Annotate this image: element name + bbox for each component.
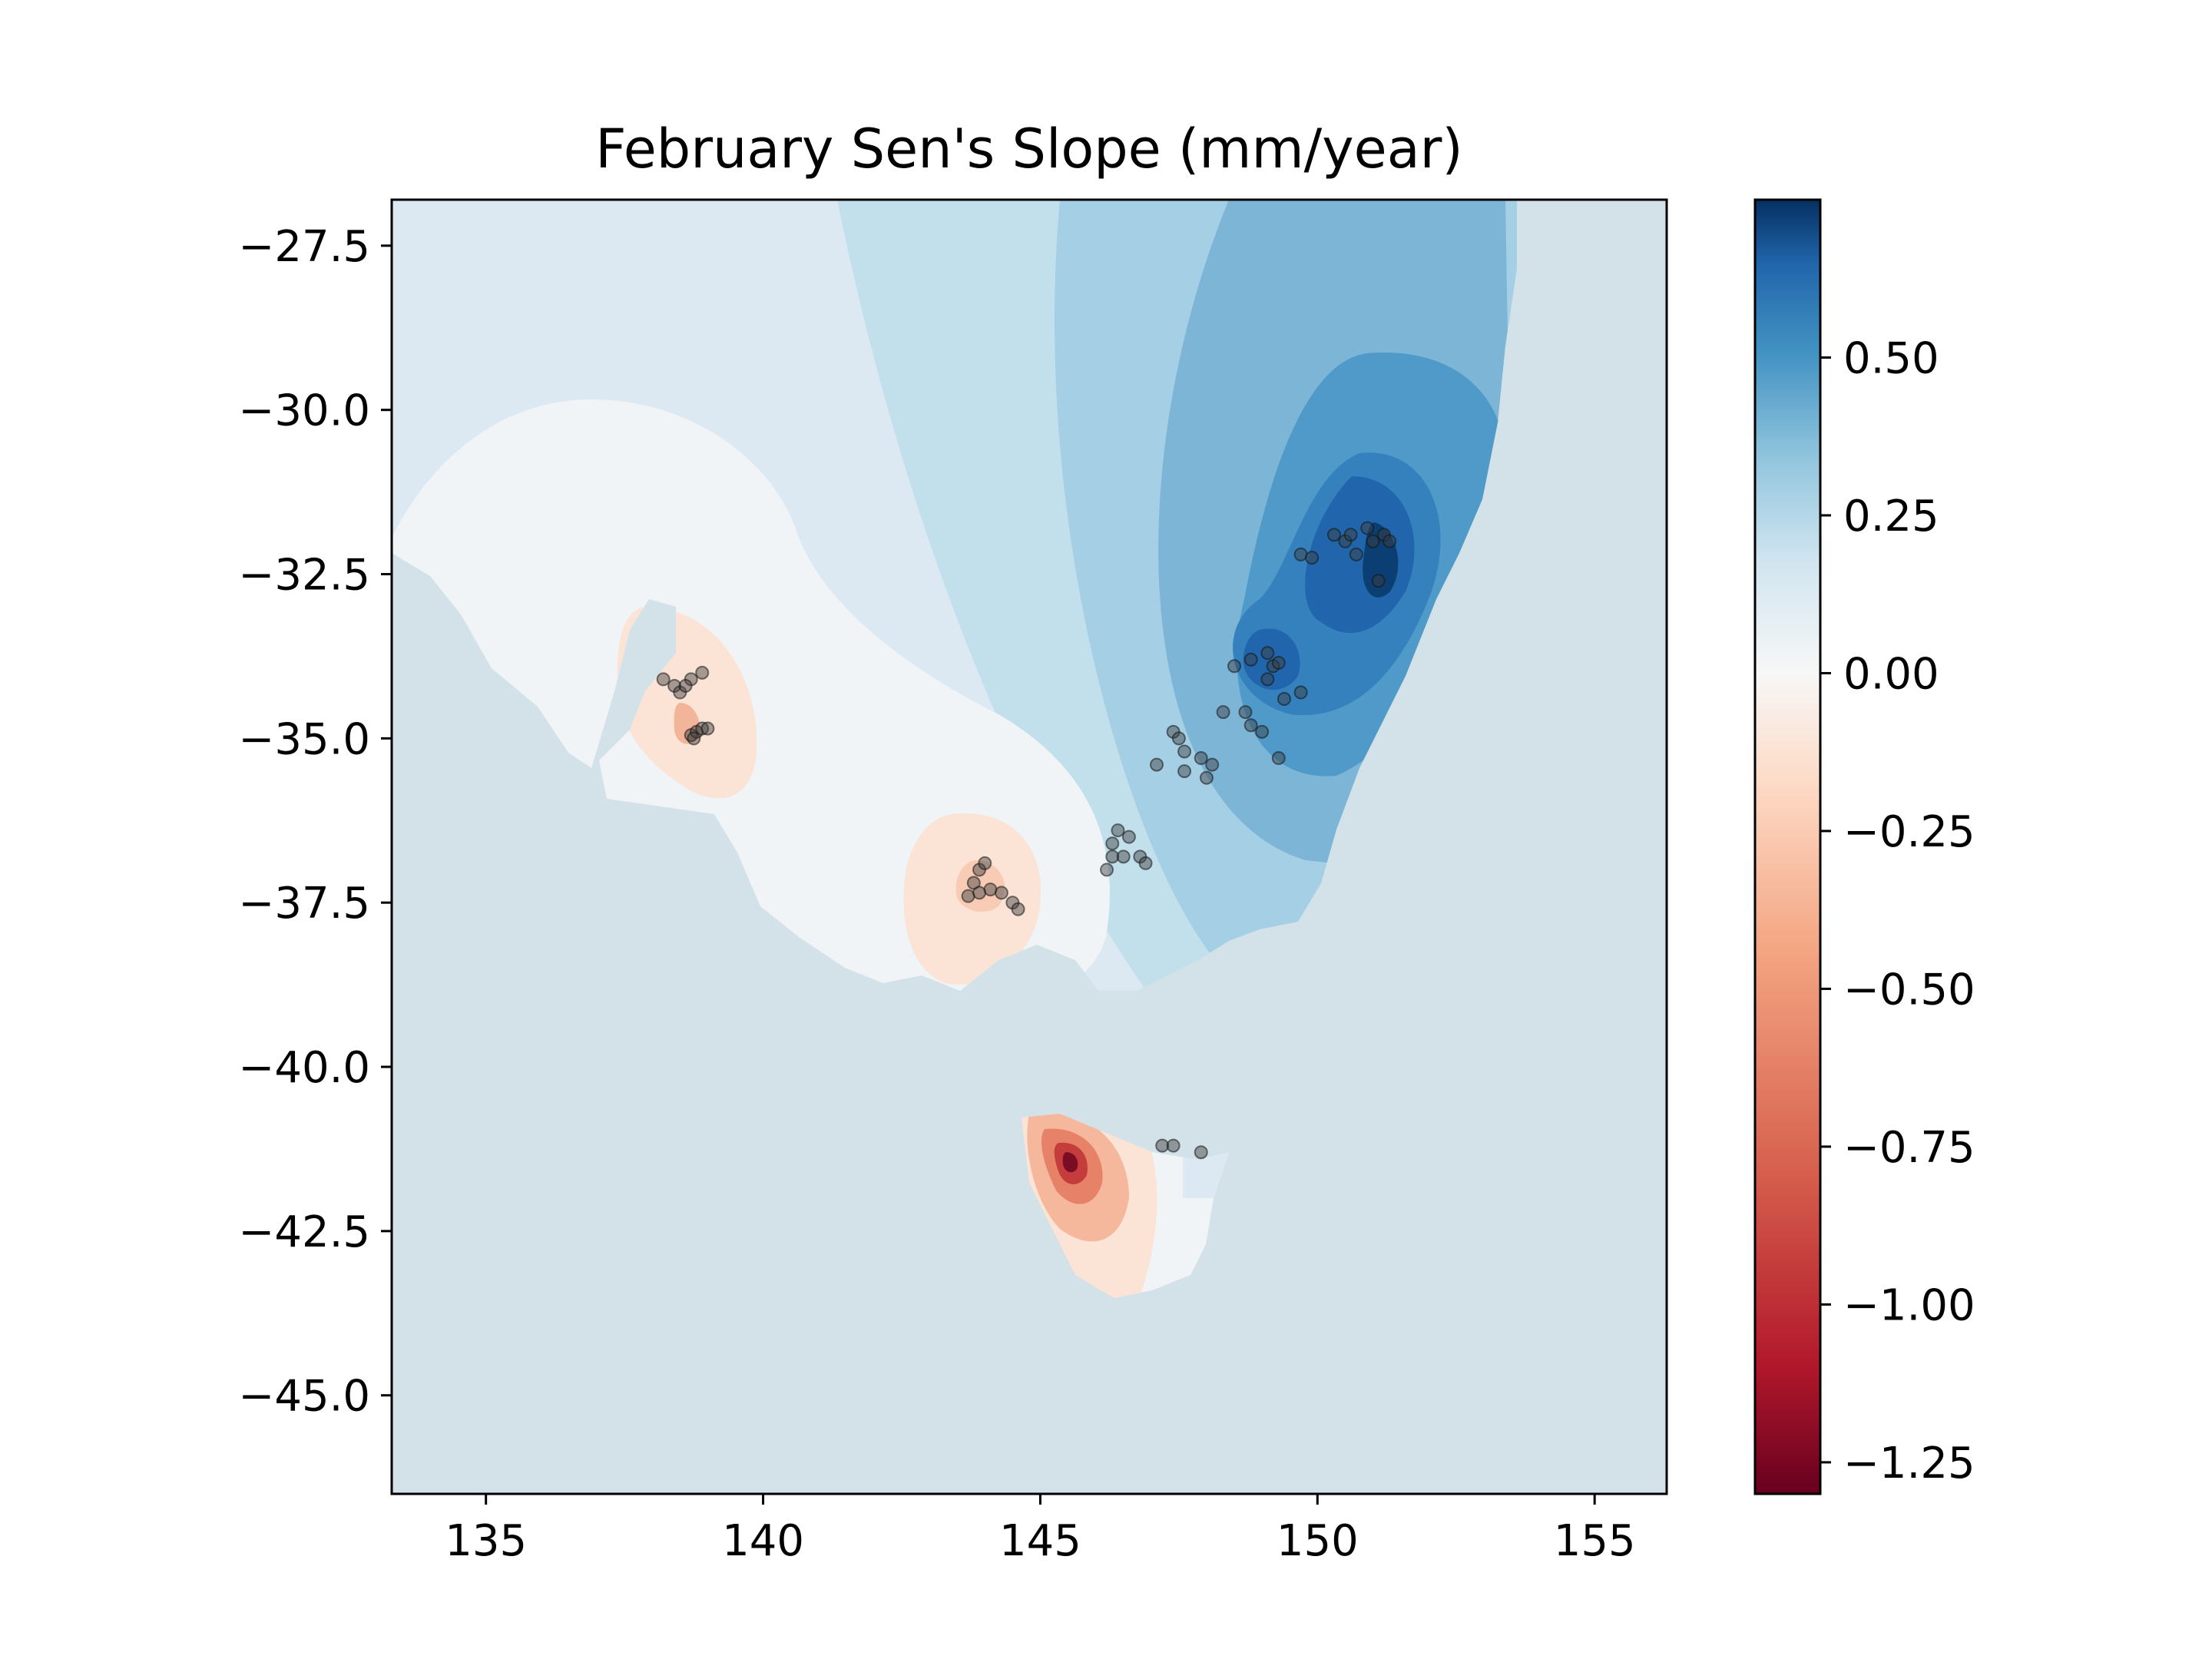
station-marker [1260, 646, 1275, 661]
colorbar-ticks: 0.50 0.25 0.00 −0.25 −0.50 −0.75 −1.00 −1.25 [1820, 333, 1975, 1488]
station-marker [700, 721, 715, 736]
colorbar-tick-label: −0.50 [1843, 965, 1975, 1015]
station-marker [1243, 718, 1258, 733]
station-marker [1205, 757, 1220, 772]
station-marker [1116, 849, 1131, 864]
station-marker [1166, 1138, 1181, 1153]
station-marker [1382, 534, 1397, 548]
x-tick-label: 155 [1554, 1516, 1636, 1566]
plot-frame [390, 198, 1668, 1495]
x-tick-label: 145 [999, 1516, 1081, 1566]
station-marker [1243, 652, 1258, 667]
colorbar-frame [1753, 198, 1822, 1495]
plot-area [392, 200, 1667, 1494]
land-contours [392, 200, 1517, 1298]
station-marker [1105, 836, 1120, 851]
station-marker [1360, 521, 1375, 535]
contour-tas-neg-5 [1062, 1152, 1078, 1173]
station-marker [687, 731, 701, 746]
station-marker [1305, 551, 1320, 565]
y-tick-label: −37.5 [238, 879, 370, 929]
station-marker [1177, 764, 1192, 779]
y-tick-label: −42.5 [238, 1207, 370, 1257]
station-marker [695, 665, 710, 680]
station-marker [1171, 731, 1186, 746]
station-marker [1194, 1145, 1208, 1160]
station-marker [1326, 528, 1341, 542]
y-tick-label: −40.0 [238, 1043, 370, 1093]
station-markers [656, 521, 1397, 1160]
colorbar-tick-label: −1.25 [1843, 1439, 1975, 1488]
y-axis: −27.5 −30.0 −32.5 −35.0 −37.5 −40.0 −42.5 −45.0 [238, 222, 392, 1422]
colorbar-gradient [1755, 200, 1820, 1494]
y-tick-label: −32.5 [238, 551, 370, 601]
station-marker [1255, 724, 1270, 739]
station-marker [1238, 705, 1253, 720]
station-marker [1100, 863, 1114, 877]
station-marker [1121, 830, 1136, 844]
colorbar: 0.50 0.25 0.00 −0.25 −0.50 −0.75 −1.00 −1.25 [1753, 198, 1975, 1495]
x-tick-label: 150 [1277, 1516, 1359, 1566]
x-tick-label: 140 [722, 1516, 804, 1566]
station-marker [1150, 757, 1164, 772]
station-marker [978, 856, 992, 870]
station-marker [1227, 659, 1242, 674]
station-marker [1293, 685, 1308, 700]
station-marker [1260, 672, 1275, 687]
station-marker [1277, 692, 1291, 707]
station-marker [1155, 1138, 1170, 1153]
colorbar-tick-label: −1.00 [1843, 1280, 1975, 1330]
station-marker [1349, 547, 1363, 561]
x-tick-label: 135 [445, 1516, 527, 1566]
y-tick-label: −27.5 [238, 222, 370, 272]
station-marker [1343, 528, 1358, 542]
chart-title: February Sen's Slope (mm/year) [595, 118, 1462, 180]
station-marker [1271, 751, 1286, 766]
colorbar-tick-label: −0.25 [1843, 807, 1975, 857]
station-marker [1011, 902, 1025, 916]
station-marker [994, 886, 1008, 900]
y-tick-label: −30.0 [238, 386, 370, 436]
colorbar-tick-label: 0.00 [1843, 649, 1939, 699]
station-marker [1177, 744, 1192, 759]
y-tick-label: −35.0 [238, 714, 370, 764]
station-marker [1371, 574, 1386, 588]
station-marker [1105, 849, 1120, 864]
station-marker [1194, 751, 1208, 766]
station-marker [678, 678, 693, 693]
colorbar-tick-label: −0.75 [1843, 1123, 1975, 1173]
station-marker [656, 672, 671, 687]
station-marker [1271, 656, 1286, 671]
contour-level-08 [1363, 522, 1399, 598]
y-tick-label: −45.0 [238, 1372, 370, 1422]
station-marker [1138, 856, 1153, 870]
colorbar-tick-label: 0.50 [1843, 333, 1939, 383]
station-marker [1111, 823, 1125, 838]
station-marker [1366, 534, 1380, 548]
colorbar-tick-label: 0.25 [1843, 492, 1939, 541]
x-axis: 135 140 145 150 155 [445, 1494, 1636, 1566]
contour-level-07b [1243, 628, 1300, 690]
contour-negative-sa-core [674, 703, 700, 744]
station-marker [1216, 705, 1230, 720]
station-marker [1199, 770, 1214, 785]
station-marker [972, 886, 987, 900]
